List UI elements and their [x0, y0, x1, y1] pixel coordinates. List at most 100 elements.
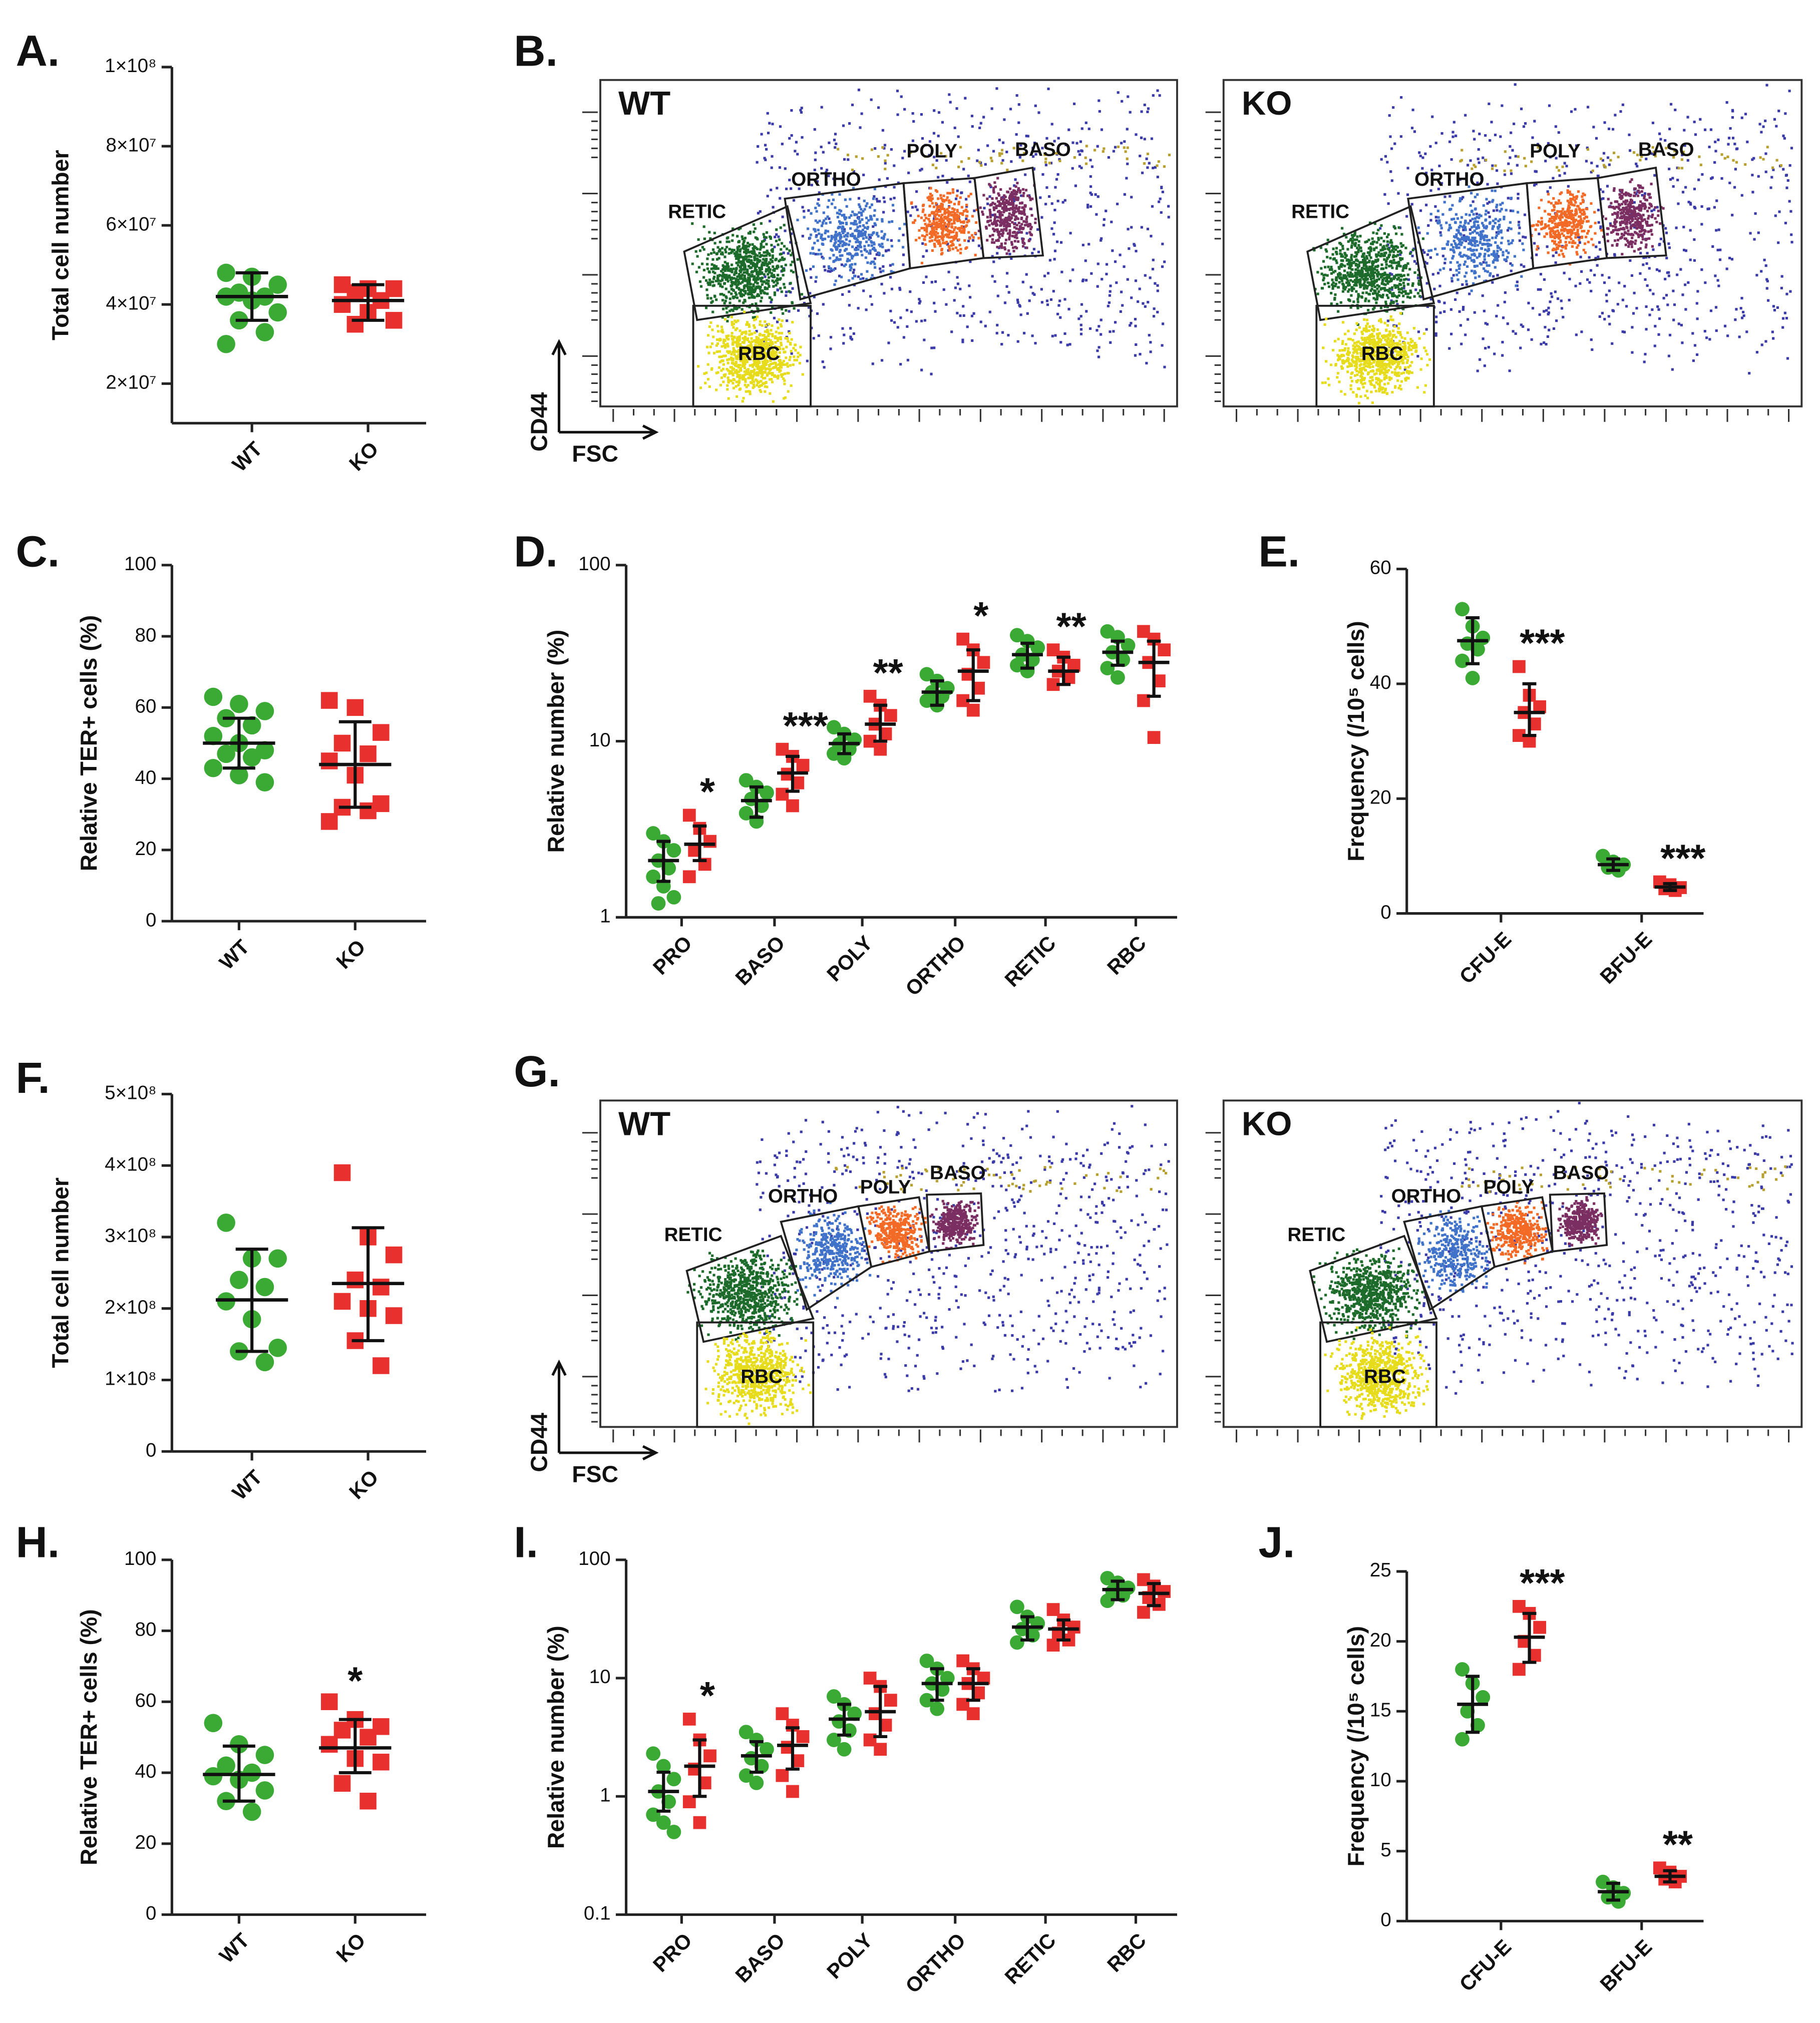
y-axis-label: Frequency (/10⁵ cells) [1343, 1626, 1369, 1867]
data-point [760, 1742, 774, 1757]
data-point [703, 1749, 716, 1763]
data-point [321, 1736, 338, 1753]
data-point [1147, 731, 1161, 744]
y-tick-label: 20 [135, 838, 156, 860]
data-point [1455, 1662, 1470, 1677]
data-point [217, 1756, 235, 1775]
y-tick-label: 20 [1370, 786, 1391, 808]
y-tick-label: 2×10⁷ [106, 371, 156, 393]
data-point [204, 726, 223, 745]
event-cloud [796, 187, 906, 286]
data-point [776, 1769, 789, 1782]
data-point [682, 870, 696, 884]
data-point [919, 1693, 934, 1708]
x-tick-label: BASO [731, 1928, 790, 1987]
event-cloud [1557, 1196, 1603, 1247]
data-point [321, 1693, 338, 1711]
data-point [333, 1775, 351, 1792]
gate-label: POLY [1483, 1176, 1534, 1198]
gate-label: BASO [1638, 139, 1694, 161]
data-point [230, 694, 248, 713]
gate-label: ORTHO [1414, 169, 1485, 190]
data-point [346, 315, 364, 333]
data-point [255, 1781, 274, 1800]
data-point [1513, 1663, 1526, 1676]
gate-label: RBC [741, 1366, 783, 1388]
event-cloud [697, 310, 804, 403]
data-point [776, 1707, 789, 1721]
data-point [977, 656, 990, 669]
panel-label: A. [16, 26, 60, 75]
event-cloud [1312, 1247, 1424, 1340]
x-tick-label: WT [215, 1928, 254, 1967]
data-point [359, 802, 377, 820]
plot-title: KO [1242, 85, 1292, 122]
data-point [373, 1279, 390, 1296]
data-point [786, 1785, 799, 1798]
data-point [666, 1772, 681, 1787]
data-point [884, 709, 897, 722]
data-point [666, 890, 681, 905]
gate-label: POLY [906, 140, 957, 162]
data-point [359, 745, 377, 762]
data-point [656, 1815, 671, 1830]
event-cloud [704, 1329, 812, 1425]
data-point [1116, 652, 1131, 667]
data-point [204, 758, 223, 777]
data-point [373, 1754, 390, 1771]
gate-label: RBC [1364, 1366, 1406, 1388]
x-axis-label: FSC [572, 1461, 618, 1487]
x-tick-label: POLY [822, 931, 877, 986]
data-point [268, 1249, 287, 1268]
data-point [333, 296, 351, 313]
data-point [385, 312, 403, 329]
data-point [739, 773, 754, 788]
data-point [919, 667, 934, 682]
y-tick-label: 0 [146, 1903, 157, 1924]
y-tick-label: 3×10⁸ [105, 1225, 156, 1247]
x-tick-label: CFU-E [1455, 1935, 1516, 1996]
data-point [656, 1759, 671, 1774]
x-tick-label: KO [332, 1928, 370, 1966]
x-tick-label: ORTHO [901, 931, 970, 1000]
significance: ** [873, 651, 903, 694]
significance: *** [783, 704, 828, 747]
gate [1319, 1321, 1437, 1428]
data-point [1476, 1690, 1491, 1705]
data-point [204, 1767, 223, 1786]
data-point [827, 720, 841, 735]
gate [692, 304, 812, 408]
x-tick-label: CFU-E [1455, 928, 1516, 989]
y-tick-label: 2×10⁸ [105, 1297, 156, 1318]
y-tick-label: 10 [589, 729, 611, 751]
y-axis-label: Relative number (%) [543, 1626, 569, 1849]
y-tick-label: 80 [135, 624, 156, 646]
data-point [333, 1164, 351, 1181]
data-point [255, 1353, 274, 1372]
data-point [204, 687, 223, 706]
x-tick-label: RBC [1103, 931, 1151, 979]
gate-label: POLY [860, 1176, 911, 1198]
y-axis-label: Relative number (%) [543, 630, 569, 853]
data-point [682, 808, 696, 822]
panel-label: H. [16, 1518, 60, 1567]
data-point [739, 1725, 754, 1740]
panel-label: D. [514, 527, 558, 576]
axis-arrows [551, 339, 659, 440]
y-tick-label: 8×10⁷ [106, 134, 156, 156]
data-point [230, 1735, 248, 1754]
data-point [847, 1706, 862, 1721]
data-point [385, 1307, 403, 1324]
data-point [749, 1733, 764, 1747]
panel-label: G. [514, 1047, 560, 1096]
event-cloud [977, 177, 1037, 255]
data-point [666, 1824, 681, 1839]
gate-label: ORTHO [768, 1185, 838, 1207]
y-axis-label: Total cell number [48, 150, 74, 340]
data-point [1533, 1621, 1547, 1634]
panel-label: E. [1258, 527, 1300, 576]
event-cloud [1459, 144, 1782, 172]
data-point [1460, 1704, 1475, 1719]
x-tick-label: PRO [648, 1928, 696, 1976]
event-cloud [1417, 1209, 1491, 1293]
